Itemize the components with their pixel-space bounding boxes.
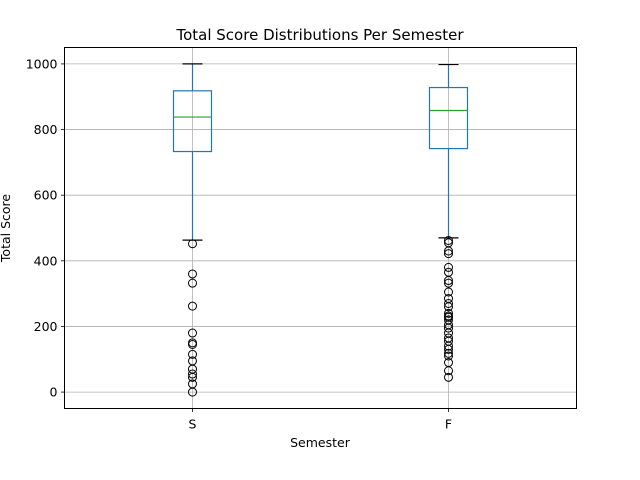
outlier-point bbox=[444, 344, 453, 354]
x-axis-label: Semester bbox=[290, 435, 351, 450]
y-tick-label: 0 bbox=[50, 385, 58, 400]
iqr-box bbox=[428, 86, 469, 150]
outlier-point bbox=[444, 249, 453, 259]
outlier-point bbox=[188, 269, 197, 279]
outlier-point bbox=[188, 301, 197, 311]
y-tick-label: 200 bbox=[34, 319, 58, 334]
outlier-point bbox=[188, 328, 197, 338]
outlier-point bbox=[444, 287, 453, 297]
y-axis-label: Total Score bbox=[0, 194, 13, 263]
plot-frame bbox=[64, 47, 577, 409]
outlier-point bbox=[188, 278, 197, 288]
outlier-point bbox=[444, 276, 453, 286]
axis-ticks: 0 200 400 600 800 1000 S F bbox=[26, 56, 452, 431]
outlier-point bbox=[444, 308, 453, 318]
outlier-point bbox=[444, 278, 453, 288]
outlier-point bbox=[444, 262, 453, 272]
outlier-point bbox=[188, 349, 197, 359]
outlier-point bbox=[444, 323, 453, 333]
outlier-point bbox=[444, 348, 453, 358]
outlier-point bbox=[188, 387, 197, 397]
box-group-S bbox=[172, 63, 213, 397]
x-tick-label: F bbox=[445, 417, 452, 432]
outlier-point bbox=[188, 369, 197, 379]
outlier-point bbox=[188, 239, 197, 249]
outlier-point bbox=[444, 372, 453, 382]
boxes bbox=[172, 63, 469, 397]
outlier-point bbox=[444, 302, 453, 312]
x-tick-label: S bbox=[189, 417, 197, 432]
outlier-point bbox=[188, 372, 197, 382]
y-tick-label: 600 bbox=[34, 188, 58, 203]
iqr-box bbox=[172, 90, 213, 153]
outlier-point bbox=[444, 246, 453, 256]
y-tick-label: 800 bbox=[34, 122, 58, 137]
outlier-point bbox=[444, 235, 453, 245]
box-group-F bbox=[428, 63, 469, 382]
outlier-point bbox=[444, 298, 453, 308]
y-tick-label: 400 bbox=[34, 253, 58, 268]
outlier-point bbox=[444, 341, 453, 351]
y-tick-label: 1000 bbox=[26, 56, 58, 71]
outlier-point bbox=[188, 340, 197, 350]
outlier-point bbox=[444, 366, 453, 376]
chart-title: Total Score Distributions Per Semester bbox=[175, 26, 464, 44]
outlier-point bbox=[444, 351, 453, 361]
